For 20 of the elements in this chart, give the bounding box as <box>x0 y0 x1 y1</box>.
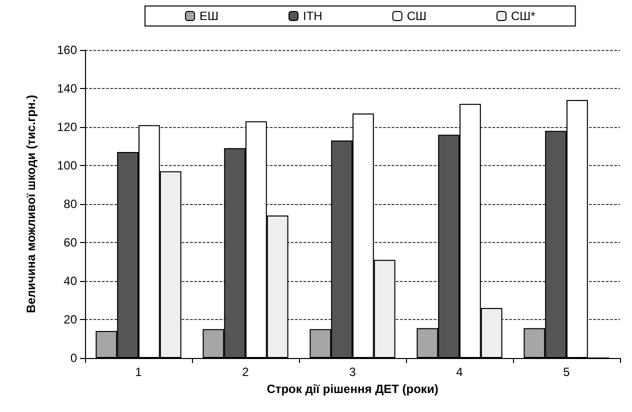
y-tick-label: 60 <box>64 236 78 250</box>
x-tick-label: 2 <box>242 365 250 379</box>
x-axis-title: Строк дії рішення ДЕТ (роки) <box>266 382 438 396</box>
legend-label: ІТН <box>303 9 322 23</box>
legend-label: ЕШ <box>200 9 219 23</box>
x-tick-label: 4 <box>456 365 464 379</box>
x-tick-label: 5 <box>563 365 570 379</box>
legend-label: СШ <box>406 9 427 23</box>
y-tick-label: 40 <box>64 274 78 288</box>
y-tick-label: 120 <box>56 120 78 134</box>
y-tick-label: 80 <box>64 197 78 211</box>
y-tick-label: 20 <box>64 312 78 326</box>
y-tick-label: 100 <box>56 158 78 172</box>
x-tick-label: 1 <box>135 365 142 379</box>
y-axis-title: Величина можливої шкоди (тис.грн.) <box>24 94 38 314</box>
y-tick-label: 0 <box>70 351 78 365</box>
x-tick-label: 3 <box>349 365 356 379</box>
y-tick-label: 140 <box>56 82 78 96</box>
y-tick-label: 160 <box>56 43 78 57</box>
legend-label: СШ* <box>510 9 536 23</box>
